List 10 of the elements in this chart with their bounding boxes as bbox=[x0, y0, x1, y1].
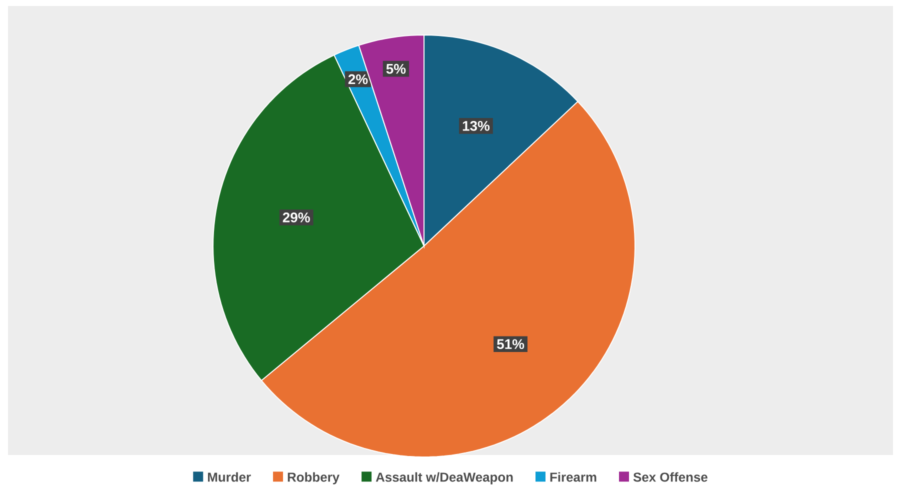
data-label: 13% bbox=[462, 120, 490, 131]
data-label: 51% bbox=[496, 339, 524, 350]
legend-label: Robbery bbox=[288, 472, 340, 484]
legend-label: Murder bbox=[208, 472, 251, 482]
data-label: 2% bbox=[348, 74, 368, 84]
legend-label: Assault w/DeaWeapon bbox=[376, 472, 513, 484]
data-label: 29% bbox=[282, 212, 310, 222]
legend-label: Firearm bbox=[550, 472, 596, 482]
legend-label: Sex Offense bbox=[633, 472, 708, 482]
data-label: 5% bbox=[386, 64, 406, 74]
